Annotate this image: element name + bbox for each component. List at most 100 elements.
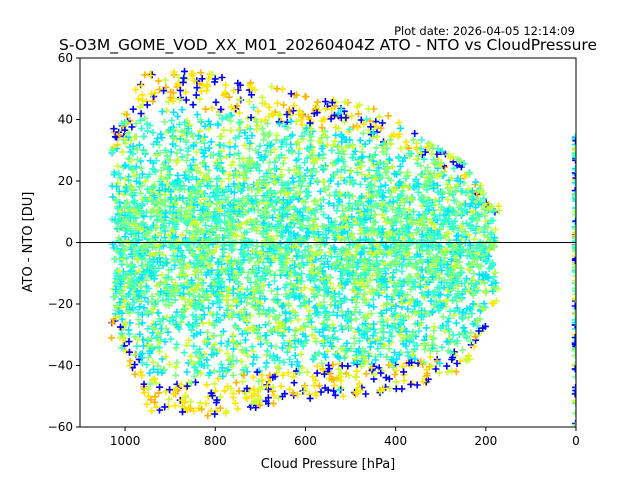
scatter-point <box>447 174 455 182</box>
scatter-point <box>154 368 162 376</box>
scatter-point <box>154 309 162 317</box>
scatter-point <box>227 103 235 111</box>
scatter-point <box>199 319 207 327</box>
scatter-point <box>140 132 148 140</box>
scatter-point <box>286 385 294 393</box>
scatter-point <box>192 91 200 99</box>
scatter-point <box>270 254 278 262</box>
scatter-point <box>320 223 328 231</box>
scatter-point <box>350 180 358 188</box>
scatter-point <box>283 223 291 231</box>
scatter-point <box>262 267 270 275</box>
scatter-point <box>244 352 252 360</box>
scatter-point <box>247 114 255 121</box>
scatter-point <box>238 232 246 240</box>
scatter-point <box>460 179 468 187</box>
scatter-point <box>411 355 419 363</box>
scatter-point <box>282 316 290 324</box>
scatter-point <box>257 118 265 125</box>
scatter-point <box>205 296 212 304</box>
scatter-point <box>291 283 299 291</box>
scatter-point <box>136 116 144 124</box>
scatter-point <box>473 261 481 268</box>
scatter-point <box>269 384 277 391</box>
scatter-point <box>431 235 439 243</box>
scatter-point <box>204 254 212 261</box>
scatter-point <box>193 266 201 274</box>
scatter-point <box>316 187 324 195</box>
scatter-point <box>239 378 247 386</box>
scatter-point <box>271 207 279 215</box>
scatter-point <box>356 258 364 266</box>
scatter-point <box>153 403 160 411</box>
scatter-point <box>115 211 123 219</box>
scatter-point <box>313 109 321 117</box>
scatter-point <box>230 189 238 197</box>
scatter-point <box>237 268 245 276</box>
scatter-point <box>481 205 488 213</box>
scatter-point <box>394 213 402 221</box>
scatter-point <box>444 286 452 294</box>
scatter-point <box>201 173 209 181</box>
scatter-point <box>141 194 149 202</box>
scatter-point <box>387 217 395 225</box>
scatter-point <box>412 309 420 317</box>
scatter-point <box>116 280 124 288</box>
scatter-point <box>311 250 319 258</box>
scatter-point <box>179 290 187 298</box>
scatter-point <box>465 352 473 360</box>
scatter-point <box>277 240 285 248</box>
scatter-point <box>409 339 417 347</box>
scatter-point <box>163 107 171 114</box>
scatter-point <box>461 327 469 335</box>
scatter-point <box>172 313 180 320</box>
scatter-point <box>257 340 265 348</box>
scatter-point <box>466 304 474 312</box>
scatter-point <box>270 242 278 250</box>
scatter-point <box>335 124 342 132</box>
scatter-point <box>137 189 144 197</box>
scatter-point <box>167 335 175 343</box>
scatter-point <box>208 266 216 274</box>
scatter-point <box>473 318 481 325</box>
scatter-point <box>154 362 162 370</box>
scatter-point <box>284 199 291 207</box>
scatter-point <box>301 299 309 307</box>
scatter-point <box>138 372 146 380</box>
scatter-point <box>382 181 389 189</box>
scatter-point <box>222 368 230 376</box>
scatter-point <box>377 369 385 377</box>
scatter-point <box>391 371 399 378</box>
scatter-point <box>406 298 414 306</box>
scatter-point <box>321 351 328 359</box>
scatter-point <box>388 332 396 340</box>
scatter-point <box>453 337 461 345</box>
scatter-point <box>174 112 182 120</box>
scatter-point <box>241 294 249 302</box>
scatter-point <box>168 117 176 125</box>
scatter-point <box>150 183 158 191</box>
scatter-point <box>248 132 256 140</box>
scatter-point <box>476 302 484 310</box>
scatter-point <box>324 274 332 282</box>
scatter-point <box>123 111 131 118</box>
scatter-point <box>389 274 397 281</box>
scatter-point <box>318 359 326 367</box>
scatter-point <box>168 179 176 187</box>
scatter-point <box>365 105 372 113</box>
scatter-point <box>260 219 268 227</box>
scatter-point <box>341 118 348 126</box>
scatter-point <box>400 278 408 286</box>
scatter-point <box>197 329 204 336</box>
scatter-point <box>178 106 186 114</box>
scatter-point <box>417 257 425 265</box>
scatter-point <box>273 220 281 228</box>
scatter-point <box>311 304 319 312</box>
scatter-point <box>314 201 322 209</box>
scatter-point <box>130 218 138 226</box>
scatter-point <box>303 232 310 240</box>
scatter-point <box>173 149 181 157</box>
scatter-point <box>389 233 397 241</box>
scatter-point <box>235 387 243 395</box>
scatter-point <box>475 327 483 335</box>
